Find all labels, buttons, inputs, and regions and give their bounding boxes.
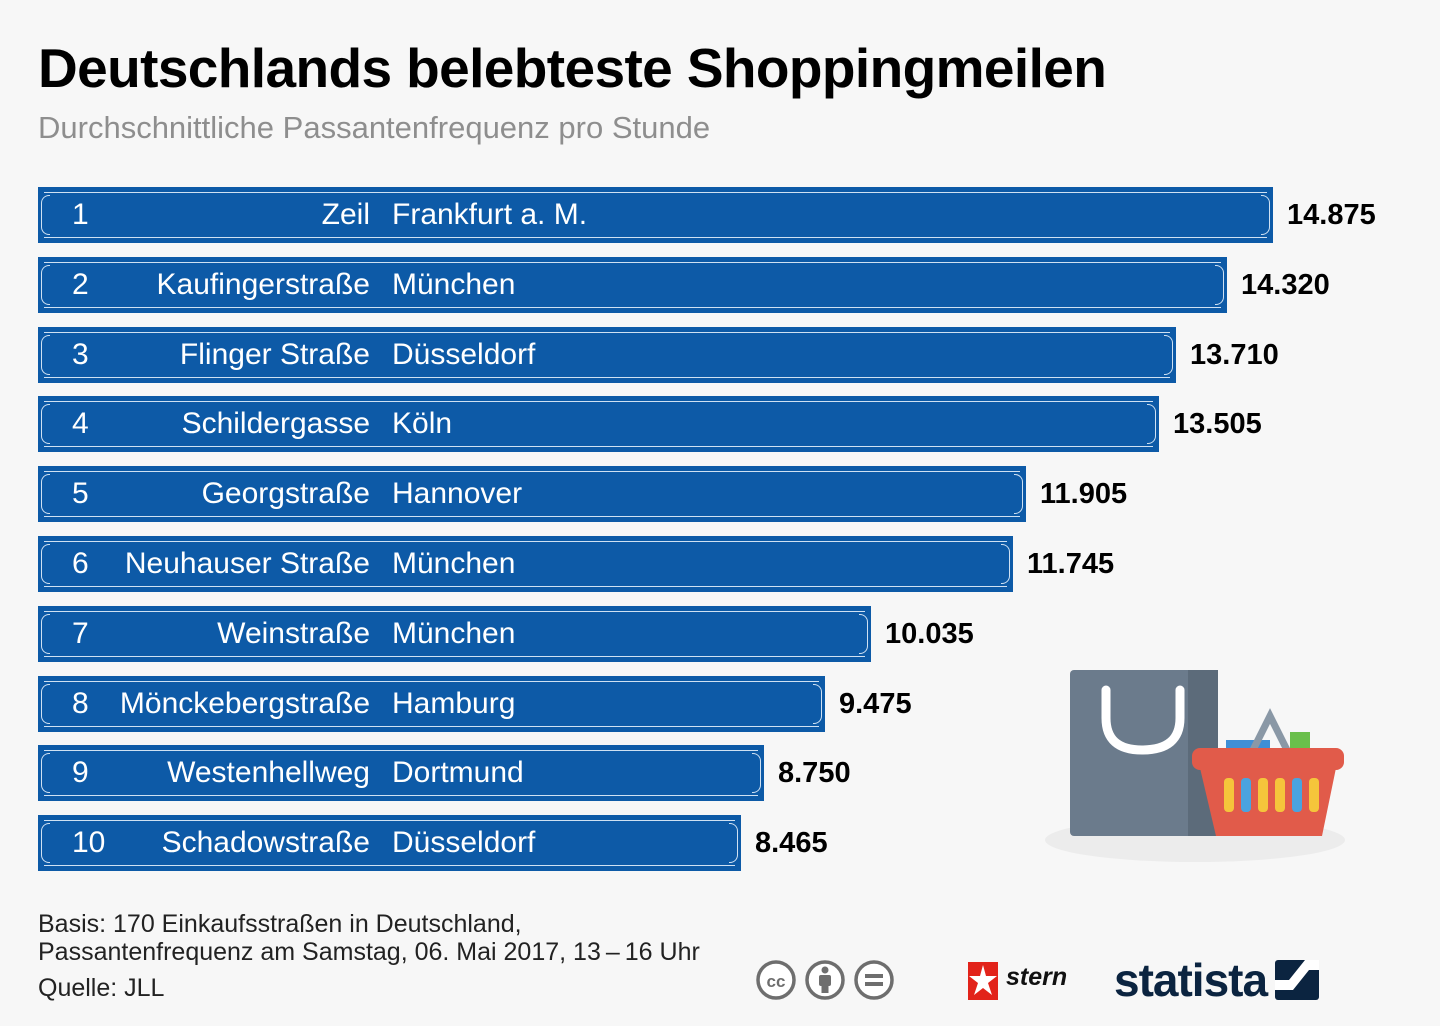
bar-rank: 3 [72, 338, 89, 371]
bar-rank: 2 [72, 268, 89, 301]
bar-city: Frankfurt a. M. [392, 198, 588, 231]
bar-street: Zeil [321, 198, 370, 231]
street-sign-frame [41, 611, 868, 657]
creative-commons-icons: cc [756, 960, 894, 1000]
attribution-icon [805, 960, 845, 1000]
chart-subtitle: Durchschnittliche Passantenfrequenz pro … [38, 110, 711, 145]
bar-value-label: 10.035 [885, 618, 974, 650]
bar-street: Georgstraße [201, 477, 370, 510]
bar-value-label: 8.465 [755, 827, 828, 859]
footer-basis-line-1: Basis: 170 Einkaufsstraßen in Deutschlan… [38, 910, 522, 938]
bar-7: 7 Weinstraße München [38, 606, 871, 662]
statista-icon [1275, 960, 1320, 1000]
bar-1: 1 Zeil Frankfurt a. M. [38, 187, 1273, 243]
bar-rank: 4 [72, 407, 89, 440]
street-sign-frame [41, 471, 1023, 517]
bar-street: Schadowstraße [161, 826, 370, 859]
bar-city: Köln [392, 407, 453, 440]
svg-text:cc: cc [767, 972, 786, 991]
bar-street: Flinger Straße [179, 338, 370, 371]
bar-rank: 8 [72, 687, 89, 720]
statista-logo: statista [1114, 954, 1320, 1006]
bar-9: 9 Westenhellweg Dortmund [38, 745, 764, 801]
bar-street: Mönckebergstraße [119, 687, 370, 720]
bar-city: Düsseldorf [392, 338, 536, 371]
street-sign-frame [41, 332, 1173, 378]
bar-city: Dortmund [392, 756, 524, 789]
bar-value-label: 11.905 [1040, 478, 1128, 510]
bar-value-label: 14.875 [1287, 199, 1376, 231]
stern-wordmark: stern [1006, 963, 1068, 991]
street-sign-frame [41, 401, 1156, 447]
bar-street: Kaufingerstraße [156, 268, 370, 301]
bar-street: Schildergasse [181, 407, 370, 440]
bar-value-label: 13.505 [1173, 408, 1262, 440]
bar-street: Neuhauser Straße [124, 547, 370, 580]
bar-street: Weinstraße [217, 617, 370, 650]
bar-8: 8 Mönckebergstraße Hamburg [38, 676, 825, 732]
bar-rank: 7 [72, 617, 89, 650]
chart-footer: Basis: 170 Einkaufsstraßen in Deutschlan… [38, 910, 700, 1002]
street-sign-frame [41, 750, 761, 796]
bar-2: 2 Kaufingerstraße München [38, 257, 1227, 313]
no-derivatives-icon [854, 960, 894, 1000]
shopping-illustration [1045, 670, 1345, 862]
shopping-basket-icon [1192, 708, 1344, 836]
street-sign-frame [41, 541, 1010, 587]
bar-4: 4 Schildergasse Köln [38, 396, 1159, 452]
bar-city: München [392, 547, 516, 580]
bar-10: 10 Schadowstraße Düsseldorf [38, 815, 741, 871]
bar-5: 5 Georgstraße Hannover [38, 466, 1026, 522]
bar-rank: 5 [72, 477, 89, 510]
bar-value-label: 13.710 [1190, 339, 1279, 371]
bar-value-label: 14.320 [1241, 269, 1330, 301]
chart-title: Deutschlands belebteste Shoppingmeilen [38, 37, 1107, 99]
bar-city: München [392, 617, 516, 650]
stern-logo: stern [966, 958, 1080, 1002]
bar-rank: 9 [72, 756, 89, 789]
street-sign-frame [41, 681, 822, 727]
street-sign-frame [41, 262, 1224, 308]
footer-source: Quelle: JLL [38, 974, 165, 1002]
bar-value-label: 11.745 [1027, 548, 1115, 580]
cc-icon: cc [756, 960, 796, 1000]
bar-6: 6 Neuhauser Straße München [38, 536, 1013, 592]
street-sign-frame [41, 192, 1270, 238]
statista-wordmark: statista [1114, 954, 1268, 1006]
street-sign-frame [41, 820, 738, 866]
bar-rank: 6 [72, 547, 89, 580]
bar-3: 3 Flinger Straße Düsseldorf [38, 327, 1176, 383]
bar-street: Westenhellweg [167, 756, 370, 789]
bar-city: Hannover [392, 477, 523, 510]
bar-value-label: 8.750 [778, 757, 851, 789]
bar-city: Düsseldorf [392, 826, 536, 859]
stern-star-icon [968, 962, 998, 1000]
bar-rank: 1 [72, 198, 89, 231]
bar-value-label: 9.475 [839, 688, 912, 720]
bar-city: München [392, 268, 516, 301]
bar-city: Hamburg [392, 687, 516, 720]
bar-rank: 10 [72, 826, 106, 859]
footer-basis-line-2: Passantenfrequenz am Samstag, 06. Mai 20… [38, 938, 700, 966]
